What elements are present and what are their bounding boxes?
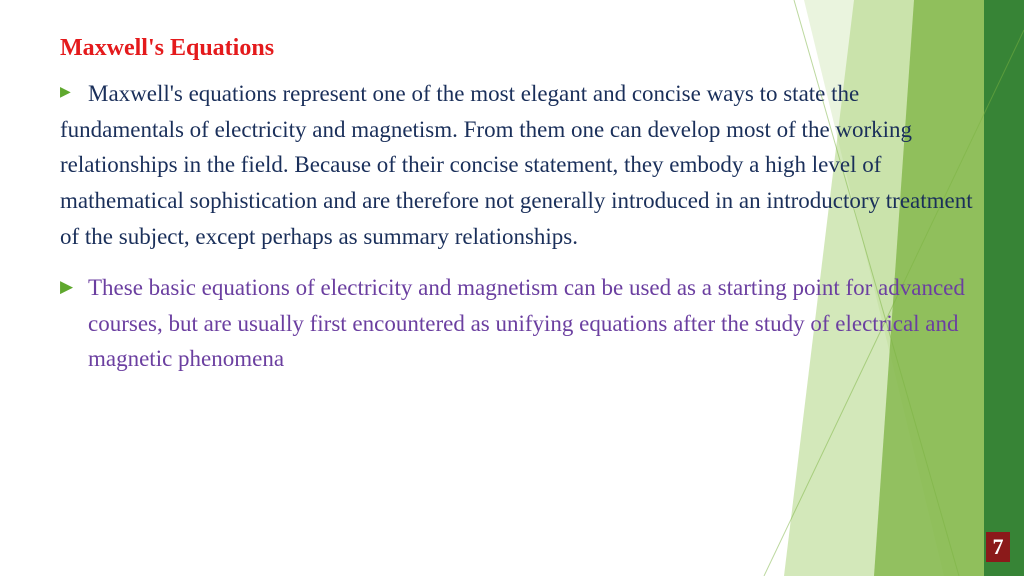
slide-content: Maxwell's Equations ▶ Maxwell's equation…: [60, 35, 980, 393]
bullet-marker-icon: ▶: [60, 82, 71, 104]
slide-title: Maxwell's Equations: [60, 35, 980, 62]
bullet-text: Maxwell's equations represent one of the…: [60, 76, 980, 254]
deco-shape-dark: [984, 0, 1024, 576]
bullet-item-2: ▶ These basic equations of electricity a…: [60, 270, 980, 377]
page-number-badge: 7: [986, 532, 1010, 562]
bullet-text: These basic equations of electricity and…: [88, 275, 965, 371]
bullet-marker-icon: ▶: [60, 274, 73, 300]
bullet-item-1: ▶ Maxwell's equations represent one of t…: [60, 76, 980, 254]
